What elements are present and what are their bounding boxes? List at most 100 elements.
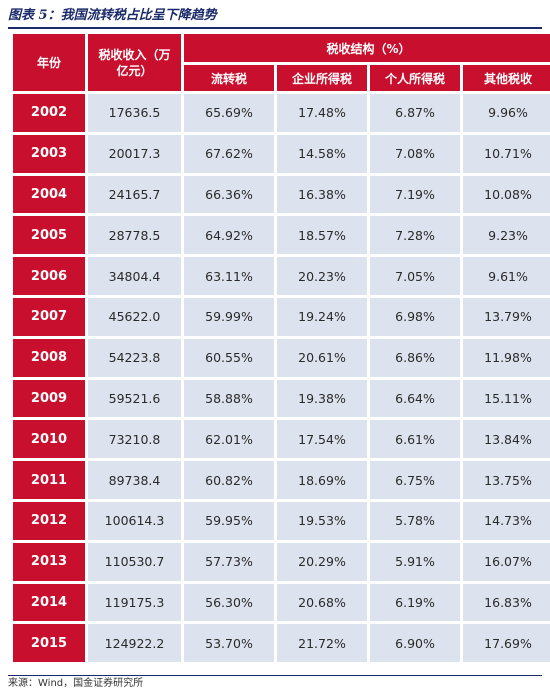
cell-revenue: 119175.3: [88, 583, 181, 622]
cell-year: 2009: [13, 379, 85, 418]
cell-corporate-income-tax: 20.68%: [277, 583, 367, 622]
cell-personal-income-tax: 6.19%: [370, 583, 460, 622]
cell-other-tax: 15.11%: [463, 379, 550, 418]
cell-corporate-income-tax: 20.23%: [277, 257, 367, 295]
cell-other-tax: 9.23%: [463, 216, 550, 255]
cell-other-tax: 16.07%: [463, 542, 550, 581]
table-row: 2014 119175.3 56.30% 20.68% 6.19% 16.83%: [13, 583, 550, 622]
cell-revenue: 20017.3: [88, 134, 181, 173]
cell-corporate-income-tax: 18.69%: [277, 461, 367, 499]
table-row: 2010 73210.8 62.01% 17.54% 6.61% 13.84%: [13, 420, 550, 459]
cell-revenue: 17636.5: [88, 94, 181, 132]
cell-turnover-tax: 60.82%: [184, 461, 274, 499]
source-note: 来源：Wind，国金证券研究所: [8, 678, 144, 689]
table-row: 2015 124922.2 53.70% 21.72% 6.90% 17.69%: [13, 624, 550, 663]
cell-year: 2013: [13, 542, 85, 581]
table-row: 2007 45622.0 59.99% 19.24% 6.98% 13.79%: [13, 297, 550, 336]
cell-turnover-tax: 59.95%: [184, 501, 274, 540]
table-row: 2008 54223.8 60.55% 20.61% 6.86% 11.98%: [13, 338, 550, 377]
cell-revenue: 28778.5: [88, 216, 181, 255]
table-row: 2005 28778.5 64.92% 18.57% 7.28% 9.23%: [13, 216, 550, 255]
cell-corporate-income-tax: 17.48%: [277, 94, 367, 132]
table-body: 2002 17636.5 65.69% 17.48% 6.87% 9.96% 2003 200…: [13, 94, 550, 663]
cell-corporate-income-tax: 18.57%: [277, 216, 367, 255]
cell-year: 2011: [13, 461, 85, 499]
cell-year: 2014: [13, 583, 85, 622]
cell-turnover-tax: 63.11%: [184, 257, 274, 295]
cell-revenue: 73210.8: [88, 420, 181, 459]
cell-personal-income-tax: 6.64%: [370, 379, 460, 418]
cell-corporate-income-tax: 19.53%: [277, 501, 367, 540]
cell-revenue: 124922.2: [88, 624, 181, 663]
cell-year: 2008: [13, 338, 85, 377]
cell-personal-income-tax: 6.61%: [370, 420, 460, 459]
header-year: 年份: [13, 34, 85, 91]
table-row: 2006 34804.4 63.11% 20.23% 7.05% 9.61%: [13, 257, 550, 295]
cell-personal-income-tax: 5.78%: [370, 501, 460, 540]
cell-other-tax: 13.84%: [463, 420, 550, 459]
cell-year: 2015: [13, 624, 85, 663]
cell-other-tax: 10.71%: [463, 134, 550, 173]
cell-turnover-tax: 58.88%: [184, 379, 274, 418]
cell-revenue: 89738.4: [88, 461, 181, 499]
header-structure: 税收结构（%）: [184, 34, 550, 62]
cell-turnover-tax: 53.70%: [184, 624, 274, 663]
header-corporate-income-tax: 企业所得税: [277, 65, 367, 91]
cell-revenue: 100614.3: [88, 501, 181, 540]
cell-turnover-tax: 66.36%: [184, 175, 274, 214]
cell-personal-income-tax: 6.98%: [370, 297, 460, 336]
cell-corporate-income-tax: 21.72%: [277, 624, 367, 663]
table-header: 年份 税收收入（万亿元） 税收结构（%） 流转税 企业所得税 个人所得税 其他税…: [13, 34, 550, 91]
cell-other-tax: 14.73%: [463, 501, 550, 540]
table-row: 2003 20017.3 67.62% 14.58% 7.08% 10.71%: [13, 134, 550, 173]
cell-other-tax: 13.75%: [463, 461, 550, 499]
cell-personal-income-tax: 6.90%: [370, 624, 460, 663]
cell-personal-income-tax: 7.08%: [370, 134, 460, 173]
cell-personal-income-tax: 5.91%: [370, 542, 460, 581]
header-revenue: 税收收入（万亿元）: [88, 34, 181, 91]
cell-personal-income-tax: 6.86%: [370, 338, 460, 377]
figure-title: 图表 5：我国流转税占比呈下降趋势: [8, 8, 217, 23]
cell-personal-income-tax: 7.05%: [370, 257, 460, 295]
cell-turnover-tax: 57.73%: [184, 542, 274, 581]
cell-other-tax: 16.83%: [463, 583, 550, 622]
cell-personal-income-tax: 7.28%: [370, 216, 460, 255]
cell-year: 2010: [13, 420, 85, 459]
cell-corporate-income-tax: 20.29%: [277, 542, 367, 581]
cell-other-tax: 13.79%: [463, 297, 550, 336]
cell-corporate-income-tax: 14.58%: [277, 134, 367, 173]
cell-revenue: 45622.0: [88, 297, 181, 336]
cell-year: 2002: [13, 94, 85, 132]
cell-corporate-income-tax: 16.38%: [277, 175, 367, 214]
cell-turnover-tax: 59.99%: [184, 297, 274, 336]
cell-year: 2004: [13, 175, 85, 214]
cell-other-tax: 11.98%: [463, 338, 550, 377]
cell-other-tax: 9.96%: [463, 94, 550, 132]
table-row: 2013 110530.7 57.73% 20.29% 5.91% 16.07%: [13, 542, 550, 581]
header-turnover-tax: 流转税: [184, 65, 274, 91]
table-row: 2002 17636.5 65.69% 17.48% 6.87% 9.96%: [13, 94, 550, 132]
cell-turnover-tax: 65.69%: [184, 94, 274, 132]
table-row: 2004 24165.7 66.36% 16.38% 7.19% 10.08%: [13, 175, 550, 214]
cell-other-tax: 9.61%: [463, 257, 550, 295]
cell-year: 2006: [13, 257, 85, 295]
cell-turnover-tax: 56.30%: [184, 583, 274, 622]
cell-year: 2012: [13, 501, 85, 540]
tax-structure-table-container: 年份 税收收入（万亿元） 税收结构（%） 流转税 企业所得税 个人所得税 其他税…: [10, 31, 550, 665]
cell-personal-income-tax: 6.75%: [370, 461, 460, 499]
cell-revenue: 24165.7: [88, 175, 181, 214]
cell-other-tax: 17.69%: [463, 624, 550, 663]
cell-revenue: 59521.6: [88, 379, 181, 418]
cell-corporate-income-tax: 17.54%: [277, 420, 367, 459]
cell-turnover-tax: 67.62%: [184, 134, 274, 173]
cell-personal-income-tax: 7.19%: [370, 175, 460, 214]
title-divider: [8, 27, 542, 29]
cell-corporate-income-tax: 19.38%: [277, 379, 367, 418]
cell-turnover-tax: 64.92%: [184, 216, 274, 255]
table-row: 2009 59521.6 58.88% 19.38% 6.64% 15.11%: [13, 379, 550, 418]
cell-other-tax: 10.08%: [463, 175, 550, 214]
source-divider: [8, 675, 542, 676]
cell-corporate-income-tax: 19.24%: [277, 297, 367, 336]
cell-year: 2005: [13, 216, 85, 255]
cell-turnover-tax: 62.01%: [184, 420, 274, 459]
